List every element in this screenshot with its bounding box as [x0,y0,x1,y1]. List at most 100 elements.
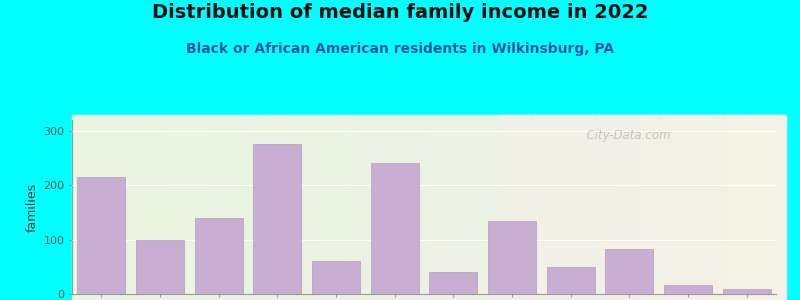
Bar [741,115,750,299]
Bar [562,115,573,299]
Bar [683,115,691,299]
Bar [606,115,613,299]
Bar [314,115,322,299]
Bar [606,115,615,299]
Bar [293,115,300,299]
Bar [430,272,478,294]
Bar [264,115,272,299]
Bar [690,115,698,299]
Bar [577,115,585,299]
Bar [655,115,662,299]
Bar [598,115,606,299]
Bar [754,115,765,299]
Bar [584,115,594,299]
Bar [498,115,506,299]
Bar [712,115,720,299]
Bar [655,115,665,299]
Bar [406,115,414,299]
Bar [546,267,594,294]
Bar [442,115,450,299]
Bar [769,115,777,299]
Bar [634,115,642,299]
Bar [606,249,654,294]
Bar [555,115,563,299]
Bar [129,115,137,299]
Bar [478,115,485,299]
Bar [534,115,544,299]
Bar [555,115,566,299]
Bar [328,115,336,299]
Bar [427,115,435,299]
Bar [698,115,708,299]
Bar [705,115,713,299]
Bar [150,115,158,299]
Bar [370,164,418,294]
Bar [719,115,729,299]
Bar [619,115,627,299]
Bar [414,115,421,299]
Bar [648,115,656,299]
Text: Black or African American residents in Wilkinsburg, PA: Black or African American residents in W… [186,42,614,56]
Bar [79,115,86,299]
Bar [200,115,208,299]
Bar [271,115,278,299]
Bar [527,115,537,299]
Bar [122,115,130,299]
Bar [670,115,679,299]
Bar [101,115,108,299]
Bar [278,115,286,299]
Bar [677,115,684,299]
Bar [506,115,516,299]
Bar [513,115,521,299]
Bar [114,115,122,299]
Bar [485,115,492,299]
Bar [242,115,250,299]
Bar [229,115,236,299]
Bar [165,115,172,299]
Bar [634,115,644,299]
Bar [250,115,258,299]
Bar [570,115,580,299]
Bar [712,115,722,299]
Bar [136,240,184,294]
Bar [86,115,94,299]
Bar [641,115,651,299]
Bar [626,115,634,299]
Bar [613,115,622,299]
Bar [257,115,265,299]
Bar [734,115,743,299]
Bar [641,115,649,299]
Bar [534,115,542,299]
Bar [158,115,165,299]
Bar [491,115,499,299]
Bar [776,115,786,299]
Bar [434,115,442,299]
Bar [143,115,150,299]
Text: Distribution of median family income in 2022: Distribution of median family income in … [152,3,648,22]
Bar [562,115,570,299]
Bar [399,115,406,299]
Bar [178,115,186,299]
Bar [726,115,736,299]
Bar [662,115,670,299]
Bar [463,115,470,299]
Bar [726,115,734,299]
Bar [299,115,307,299]
Bar [207,115,214,299]
Bar [321,115,329,299]
Bar [254,145,302,294]
Bar [350,115,357,299]
Bar [698,115,706,299]
Bar [613,115,620,299]
Bar [598,115,608,299]
Bar [513,115,523,299]
Bar [363,115,371,299]
Bar [734,115,741,299]
Bar [107,115,115,299]
Bar [286,115,293,299]
Bar [488,220,536,294]
Bar [335,115,342,299]
Bar [385,115,393,299]
Bar [78,177,126,294]
Bar [449,115,457,299]
